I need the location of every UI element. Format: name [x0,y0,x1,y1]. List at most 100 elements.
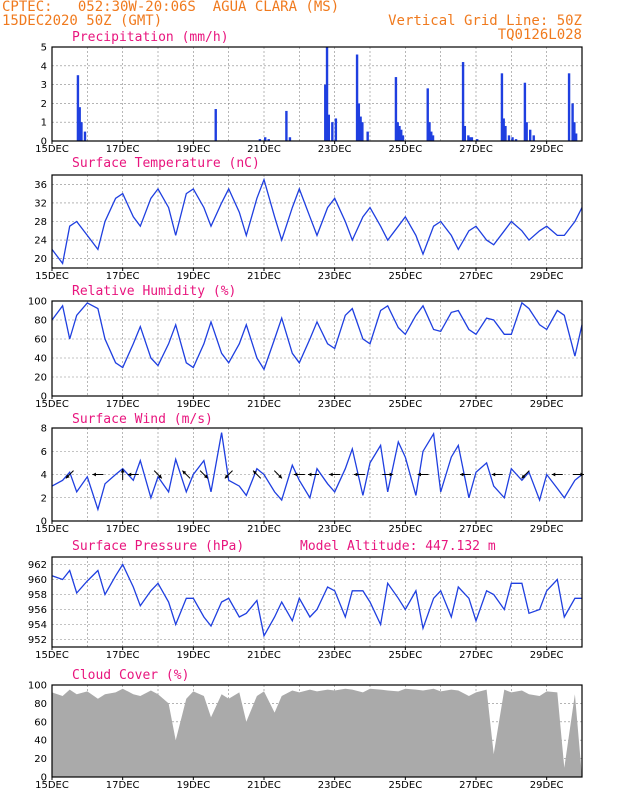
wind-vector-head [293,472,298,477]
wind-vector-head [92,472,96,477]
temperature-xtick-label: 25DEC [388,271,422,282]
temperature-ytick-label: 24 [34,236,47,247]
pressure-ytick-label: 960 [28,575,47,586]
model-altitude-label: Model Altitude: 447.132 m [300,539,496,554]
cloud-cover-xtick-label: 25DEC [388,780,422,791]
precipitation-bar [532,135,535,141]
wind-panel: 0 2 4 6 8 15DEC 17DEC 19DEC 21DEC 23DEC 25DEC 27DEC… [35,412,583,535]
precipitation-bar [529,129,532,141]
precipitation-frame [51,46,583,142]
humidity-ytick-label: 100 [28,297,47,308]
precipitation-bar [525,122,528,141]
humidity-xtick-label: 15DEC [35,399,69,410]
precipitation-bar [324,84,327,141]
precipitation-xtick-label: 15DEC [35,144,69,155]
wind-vector-head [120,469,125,473]
precipitation-bar [514,139,518,141]
precipitation-title: Precipitation (mm/h) [72,30,229,45]
cloud-cover-ytick-label: 80 [34,699,47,710]
precipitation-bar [468,137,472,141]
wind-ytick-label: 6 [41,447,47,458]
precipitation-bar [359,116,362,141]
pressure-ytick-label: 958 [28,590,47,601]
precipitation-bar [511,137,514,141]
precipitation-bar [426,88,429,141]
precipitation-xtick-label: 17DEC [106,144,140,155]
cloud-cover-xtick-label: 23DEC [318,780,352,791]
wind-vector-head [353,472,358,477]
precipitation-panel: 0 1 2 3 4 5 15DEC 17DEC 19DEC 21DEC 23DEC 25DEC 27DE… [35,30,583,155]
cloud-cover-frame [51,684,583,778]
temperature-ytick-label: 20 [34,254,47,265]
header-code: TQ0126L028 [497,27,582,43]
temperature-series-line [51,177,583,265]
precipitation-bar [357,103,361,141]
humidity-xtick-label: 17DEC [106,399,140,410]
pressure-xtick-label: 15DEC [35,650,69,661]
wind-vector [120,469,125,480]
wind-vector-head [224,474,229,479]
precipitation-bar [428,122,431,141]
cloud-cover-xtick-label: 15DEC [35,780,69,791]
humidity-frame [51,300,583,397]
precipitation-bar [398,125,401,141]
precipitation-bar [355,54,359,141]
wind-vector [127,472,139,477]
cloud-cover-xtick-label: 17DEC [106,780,140,791]
wind-vector [551,472,563,477]
temperature-xtick-label: 21DEC [247,271,281,282]
humidity-title: Relative Humidity (%) [72,284,236,299]
temperature-ytick-label: 36 [34,180,47,191]
wind-xtick-label: 23DEC [318,524,352,535]
pressure-title: Surface Pressure (hPa) [72,539,244,554]
precipitation-bar [264,137,267,141]
precipitation-bar [325,47,329,141]
precipitation-xtick-label: 29DEC [530,144,564,155]
precipitation-bar [401,135,405,141]
precipitation-ytick-label: 3 [41,80,47,91]
precipitation-bar [327,114,330,141]
wind-vector [224,470,233,479]
cloud-cover-ytick-label: 60 [34,717,47,728]
wind-vector [329,472,341,477]
wind-vector [521,470,530,479]
wind-vector [153,470,163,479]
wind-vector [491,472,503,477]
wind-xtick-label: 21DEC [247,524,281,535]
precipitation-bar [470,137,474,141]
precipitation-bar [502,118,505,141]
humidity-ytick-label: 80 [34,316,47,327]
pressure-ytick-label: 954 [28,620,47,631]
precipitation-bar [331,122,334,141]
wind-vector-head [203,474,208,479]
temperature-xtick-label: 17DEC [106,271,140,282]
cloud-cover-title: Cloud Cover (%) [72,668,189,683]
wind-vector [199,470,209,479]
precipitation-xtick-label: 19DEC [176,144,210,155]
humidity-panel: 0 20 40 60 80 100 15DEC 17DEC 19DEC 21DEC 23DEC 25D… [28,284,583,410]
precipitation-bar [504,125,507,141]
pressure-ytick-label: 962 [28,560,47,571]
wind-vector [417,472,429,477]
wind-xtick-label: 17DEC [106,524,140,535]
wind-ytick-label: 4 [41,470,47,481]
wind-ytick-label: 0 [41,517,47,528]
pressure-series-line [51,563,582,638]
precipitation-ytick-label: 0 [41,137,47,148]
temperature-ytick-label: 28 [34,217,47,228]
precipitation-bar [400,129,403,141]
header-date: 15DEC2020 50Z (GMT) [2,13,163,29]
wind-vector-head [158,474,162,479]
precipitation-xtick-label: 23DEC [318,144,352,155]
wind-xtick-label: 19DEC [176,524,210,535]
precipitation-bar [523,82,527,141]
temperature-xtick-label: 23DEC [318,271,352,282]
precipitation-bar [78,107,81,141]
wind-vector [252,470,262,479]
wind-vector-head [329,472,333,477]
wind-vector-head [491,472,496,477]
wind-xtick-label: 27DEC [459,524,493,535]
humidity-xtick-label: 29DEC [530,399,564,410]
humidity-xtick-label: 27DEC [459,399,493,410]
